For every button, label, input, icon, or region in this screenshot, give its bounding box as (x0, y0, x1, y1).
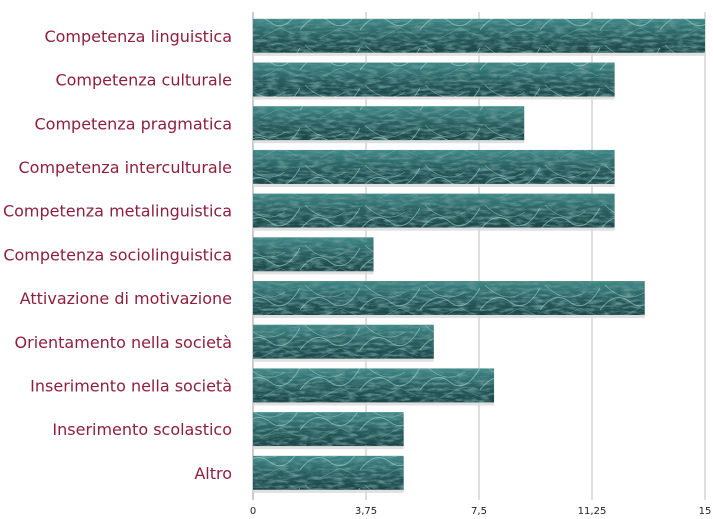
category-label: Competenza linguistica (44, 27, 232, 46)
bar (253, 193, 615, 231)
category-label: Orientamento nella società (15, 333, 232, 352)
bar-layer (253, 18, 705, 493)
bar-streaks (253, 455, 404, 490)
category-label: Altro (194, 464, 232, 483)
category-label: Inserimento scolastico (52, 420, 232, 439)
category-label: Competenza interculturale (19, 158, 233, 177)
category-label: Competenza pragmatica (35, 114, 233, 133)
category-label: Inserimento nella società (30, 376, 232, 395)
category-label-layer: Competenza linguistica Competenza cultura… (3, 27, 232, 483)
bar-shadow (253, 140, 525, 144)
tick-label-layer: 0 3,75 7,5 11,25 15 (250, 506, 712, 517)
bar-streaks (253, 193, 615, 228)
bar-shadow (253, 271, 374, 275)
bar-streaks (253, 368, 495, 403)
bar-shadow (253, 402, 495, 406)
bar (253, 18, 705, 56)
bar-shadow (253, 358, 434, 362)
category-label: Competenza culturale (55, 71, 232, 90)
bar (253, 455, 404, 493)
bar-shadow (253, 315, 645, 319)
bar-streaks (253, 149, 615, 184)
x-tick-label: 7,5 (471, 506, 487, 517)
bar-shadow (253, 183, 615, 187)
bar (253, 149, 615, 187)
x-tick-label: 11,25 (578, 506, 607, 517)
bar (253, 106, 525, 144)
bar (253, 368, 495, 406)
bar-shadow (253, 227, 615, 231)
bar-streaks (253, 324, 434, 359)
x-tick-label: 3,75 (355, 506, 377, 517)
bar-streaks (253, 412, 404, 447)
category-label: Competenza metalinguistica (3, 202, 232, 221)
x-tick-label: 0 (250, 506, 256, 517)
bar (253, 281, 645, 319)
bar-streaks (253, 106, 525, 141)
category-label: Attivazione di motivazione (20, 289, 232, 308)
bar-streaks (253, 281, 645, 316)
bar-streaks (253, 237, 374, 272)
x-tick-label: 15 (699, 506, 712, 517)
bar-shadow (253, 489, 404, 493)
bar-streaks (253, 62, 615, 97)
bar (253, 62, 615, 100)
bar-shadow (253, 96, 615, 100)
bar-shadow (253, 446, 404, 450)
bar (253, 324, 434, 362)
bar (253, 237, 374, 275)
bar-shadow (253, 52, 705, 56)
bar (253, 412, 404, 450)
category-label: Competenza sociolinguistica (3, 245, 232, 264)
bar-streaks (253, 18, 705, 53)
